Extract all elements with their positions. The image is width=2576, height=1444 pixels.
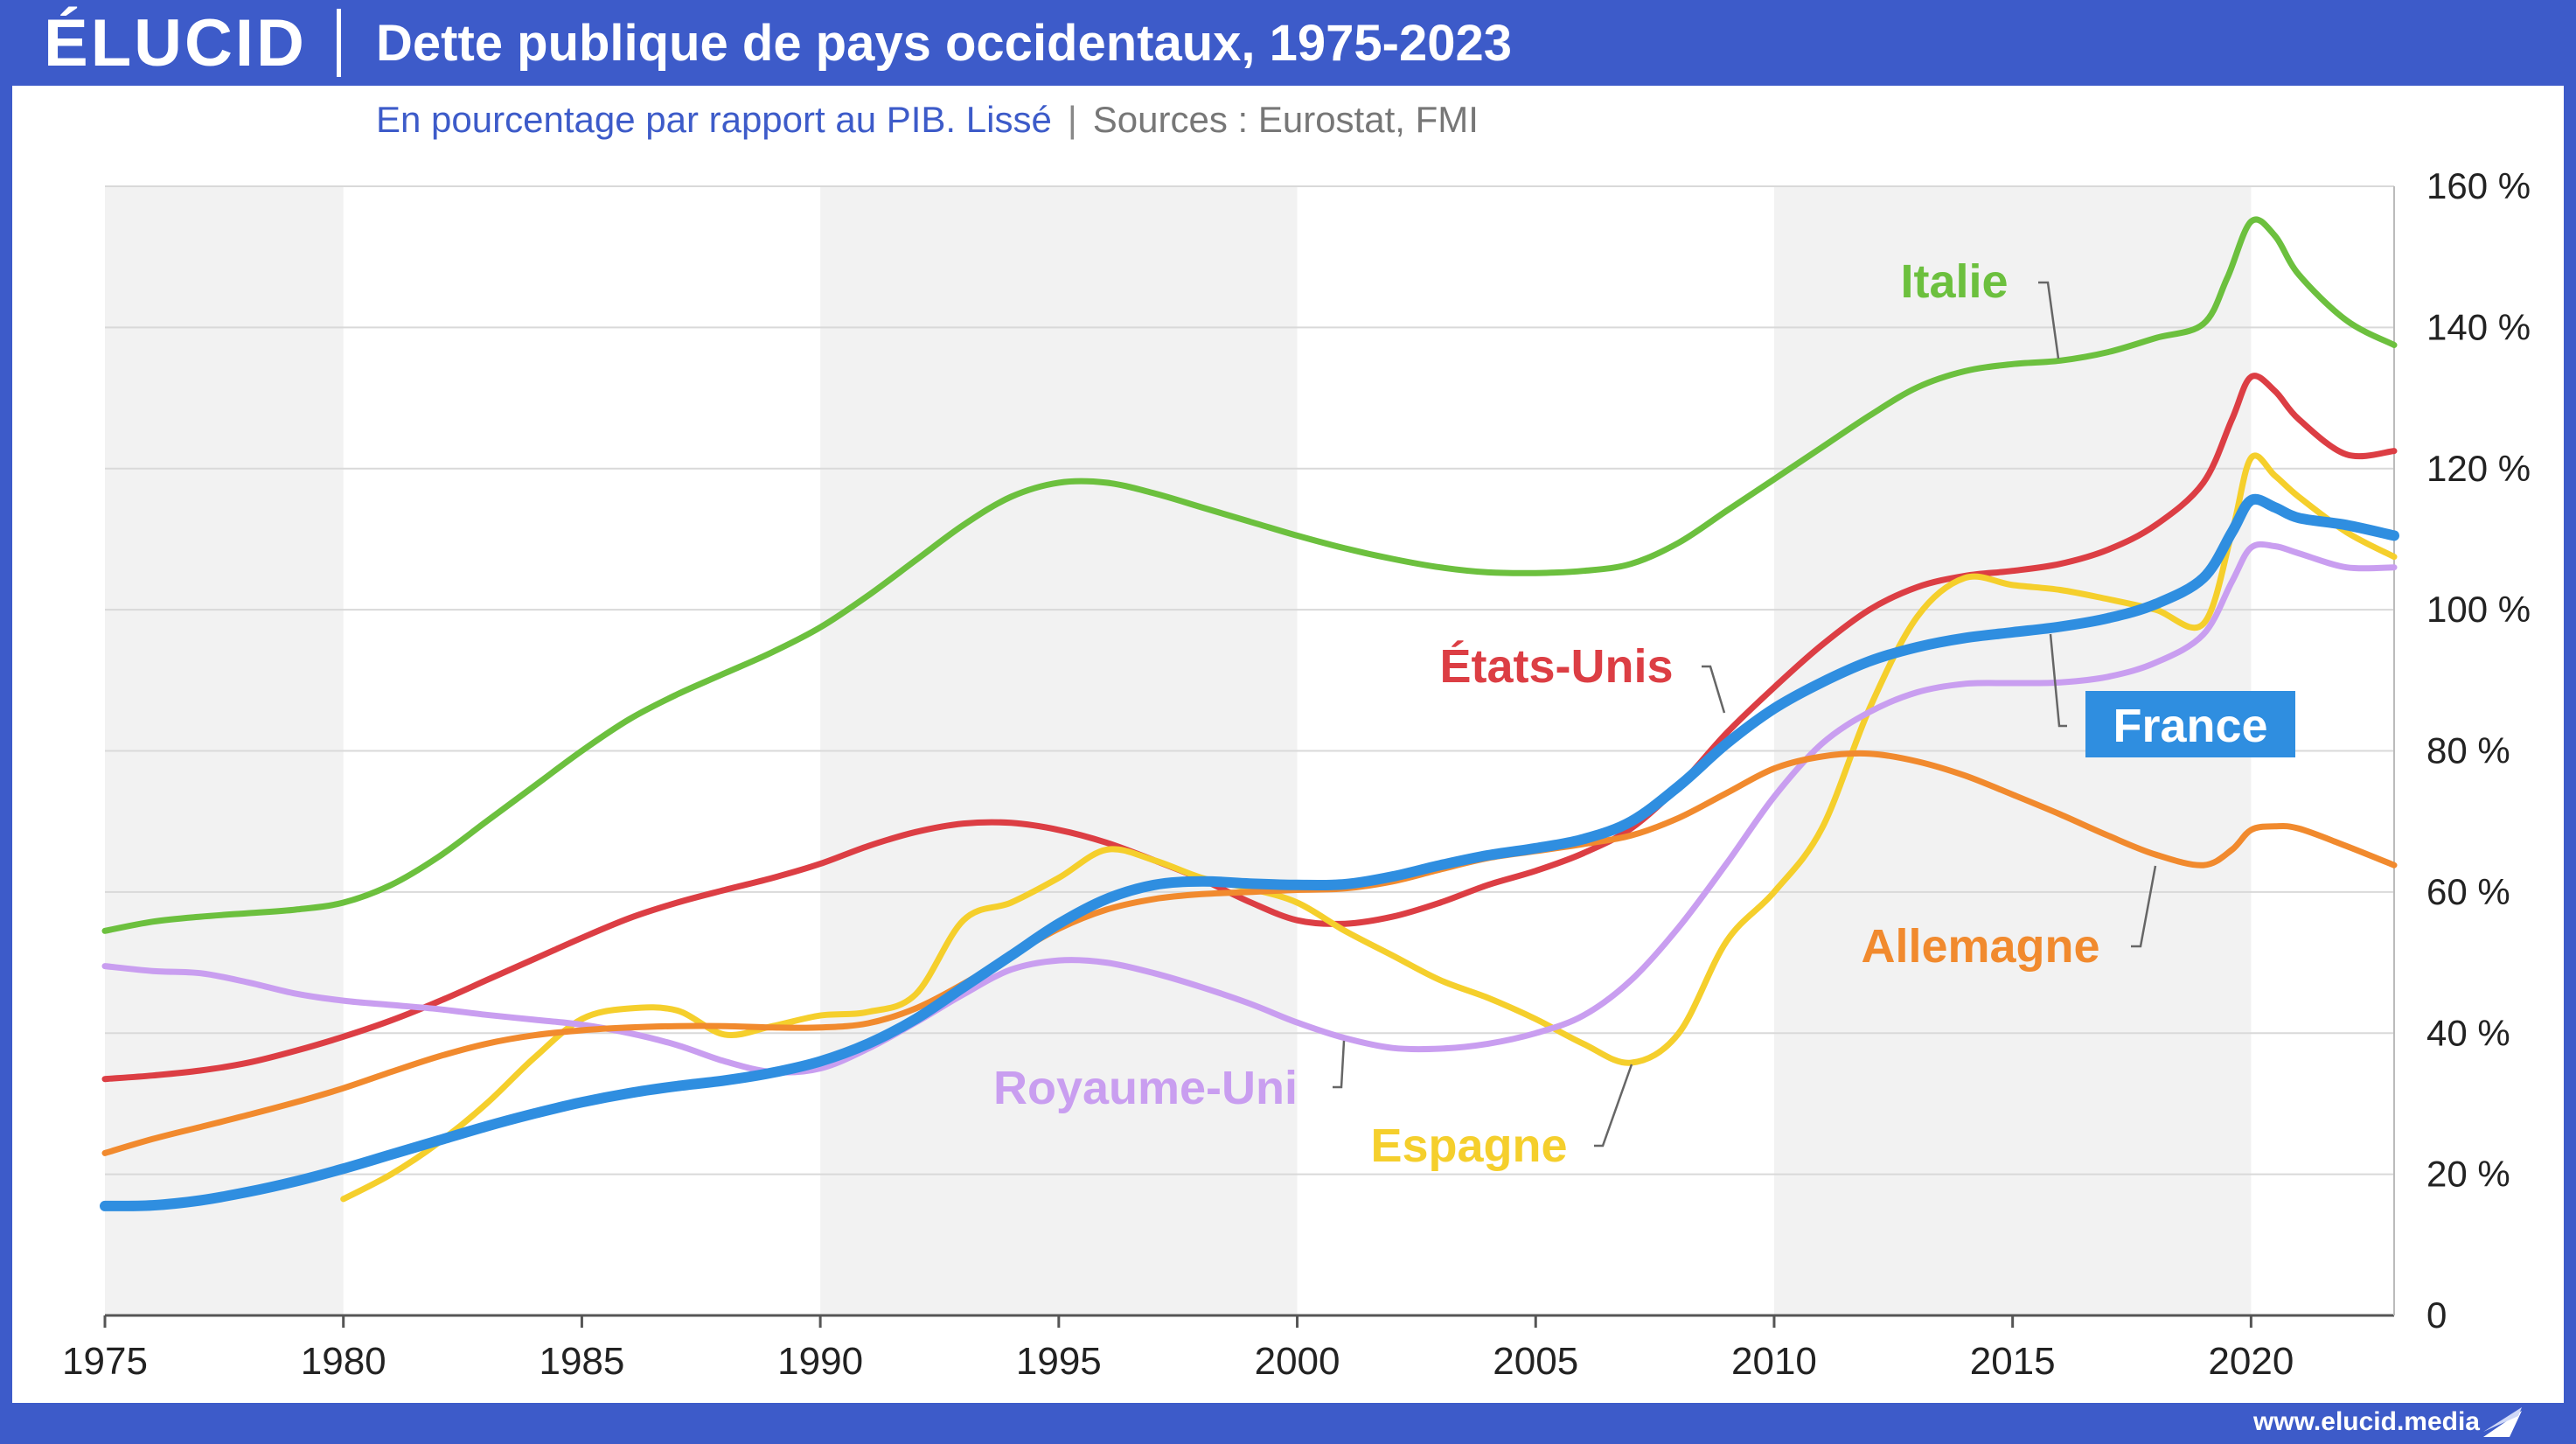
series-label-allemagne: Allemagne xyxy=(1861,920,2099,973)
x-tick-label: 1990 xyxy=(777,1340,863,1383)
legend-box-france xyxy=(2085,691,2295,757)
elucid-logo: ÉLUCID xyxy=(44,5,307,80)
y-tick-label: 0 xyxy=(2426,1294,2447,1336)
x-tick-label: 2000 xyxy=(1255,1340,1340,1383)
x-tick-label: 2010 xyxy=(1731,1340,1817,1383)
series-label-royaume-uni: Royaume-Uni xyxy=(993,1062,1298,1114)
y-tick-label: 100 % xyxy=(2426,589,2531,630)
series-line-royaume-uni xyxy=(101,541,2398,1076)
header-bar: ÉLUCID Dette publique de pays occidentau… xyxy=(0,0,2576,86)
x-tick-label: 1985 xyxy=(539,1340,624,1383)
subtitle-separator: | xyxy=(1067,99,1077,140)
leader-line-italie xyxy=(2038,281,2060,359)
series-label--tats-unis: États-Unis xyxy=(1439,640,1673,693)
leader-line-france xyxy=(2049,633,2067,728)
x-tick-label: 2020 xyxy=(2208,1340,2294,1383)
y-tick-label: 120 % xyxy=(2426,448,2531,489)
y-tick-label: 40 % xyxy=(2426,1012,2510,1053)
series-label-espagne: Espagne xyxy=(1370,1120,1567,1172)
chart-title: Dette publique de pays occidentaux, 1975… xyxy=(376,14,1513,72)
y-tick-label: 80 % xyxy=(2426,730,2510,771)
sources-text: Sources : Eurostat, FMI xyxy=(1092,99,1479,140)
y-tick-label: 60 % xyxy=(2426,871,2510,912)
x-tick-label: 2005 xyxy=(1493,1340,1578,1383)
brand-arrow-icon xyxy=(2483,1407,2522,1437)
x-tick-label: 1980 xyxy=(301,1340,386,1383)
series-label-france: France xyxy=(2113,700,2267,752)
leader-line-royaume-uni xyxy=(1333,1040,1346,1089)
footer-url[interactable]: www.elucid.media xyxy=(2253,1407,2480,1436)
y-tick-label: 20 % xyxy=(2426,1154,2510,1195)
series-line--tats-unis xyxy=(101,373,2398,1083)
leader-line--tats-unis xyxy=(1702,665,1726,714)
x-tick-label: 1995 xyxy=(1016,1340,1102,1383)
series-label-italie: Italie xyxy=(1900,255,2008,308)
series-line-france xyxy=(100,493,2399,1211)
subtitle-text: En pourcentage par rapport au PIB. Lissé xyxy=(376,99,1052,140)
x-tick-label: 2015 xyxy=(1970,1340,2056,1383)
leader-line-allemagne xyxy=(2131,865,2157,948)
leader-line-espagne xyxy=(1594,1064,1633,1148)
header-divider xyxy=(337,9,341,77)
x-tick-label: 1975 xyxy=(62,1340,148,1383)
chart-subtitle: En pourcentage par rapport au PIB. Lissé… xyxy=(376,99,1479,141)
y-tick-label: 160 % xyxy=(2426,165,2531,206)
series-line-italie xyxy=(101,216,2398,934)
y-tick-label: 140 % xyxy=(2426,306,2531,347)
